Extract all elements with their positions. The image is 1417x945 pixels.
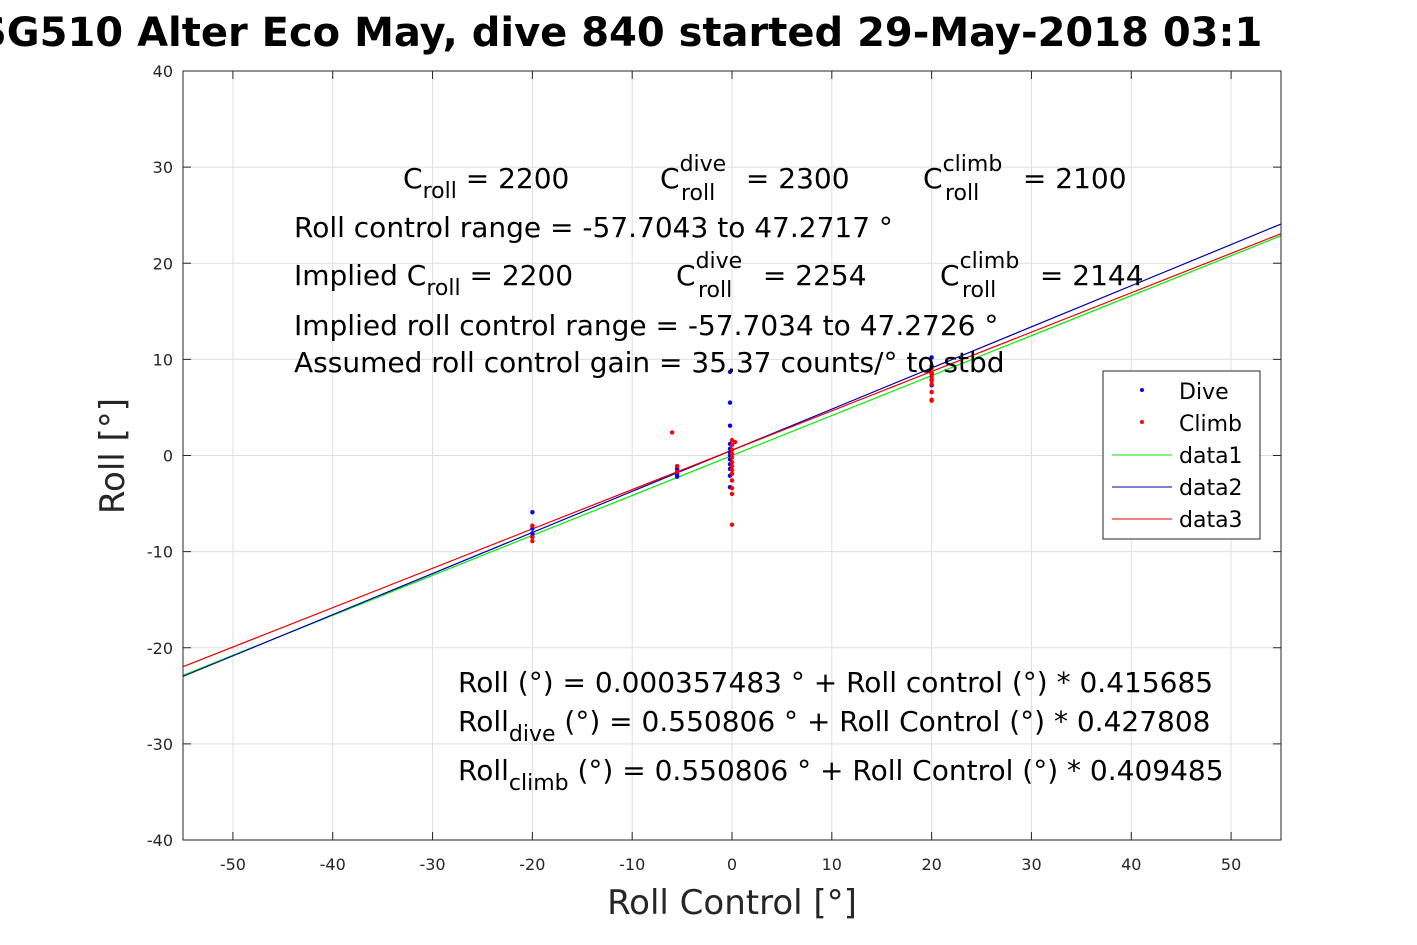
legend-label-dive: Dive xyxy=(1179,380,1229,405)
x-tick-label: 50 xyxy=(1221,855,1241,874)
legend-marker-climb xyxy=(1140,420,1144,424)
point-climb xyxy=(729,471,735,476)
legend-label-data1: data1 xyxy=(1179,444,1243,469)
point-climb xyxy=(929,389,934,395)
annotation-fit-dive: Rolldive (°) = 0.550806 ° + Roll Control… xyxy=(458,705,1210,747)
point-climb xyxy=(729,447,735,452)
legend-label-climb: Climb xyxy=(1179,412,1242,437)
annotation-implied-c-roll: Implied Croll = 2200 xyxy=(294,259,573,301)
y-tick-label: -20 xyxy=(147,639,173,658)
point-climb xyxy=(929,382,934,387)
annotation-assumed-gain: Assumed roll control gain = 35.37 counts… xyxy=(294,346,1005,379)
x-tick-label: 40 xyxy=(1121,855,1141,874)
x-axis-label: Roll Control [°] xyxy=(607,883,857,923)
data-points xyxy=(530,355,934,544)
point-dive xyxy=(929,355,934,360)
chart-title: SG510 Alter Eco May, dive 840 started 29… xyxy=(0,10,1262,56)
point-dive xyxy=(727,400,733,405)
point-climb xyxy=(929,370,934,376)
x-tick-label: -20 xyxy=(519,855,545,874)
y-tick-label: 20 xyxy=(153,254,173,273)
point-dive xyxy=(727,423,733,428)
x-tick-label: -30 xyxy=(419,855,445,874)
point-climb xyxy=(929,378,934,383)
point-climb xyxy=(929,398,934,403)
point-climb xyxy=(729,478,735,483)
y-axis-label: Roll [°] xyxy=(93,398,133,514)
y-tick-label: 40 xyxy=(153,62,173,81)
point-climb xyxy=(530,535,535,540)
point-climb xyxy=(674,463,680,469)
point-dive xyxy=(674,474,680,479)
point-climb xyxy=(669,430,675,435)
legend-marker-dive xyxy=(1140,388,1144,392)
point-climb xyxy=(530,538,535,544)
x-tick-label: -40 xyxy=(320,855,346,874)
x-tick-label: 30 xyxy=(1021,855,1041,874)
point-climb xyxy=(729,451,735,456)
annotation-c-roll-climb: Cclimb roll = 2100 xyxy=(923,152,1127,206)
point-climb xyxy=(732,439,738,445)
y-axis-ticks: 40 30 20 10 0 -10 -20 -30 -40 xyxy=(147,62,1281,850)
point-climb xyxy=(929,365,934,371)
legend-label-data2: data2 xyxy=(1179,476,1243,501)
point-climb xyxy=(674,469,680,475)
point-climb xyxy=(929,374,934,379)
point-climb xyxy=(729,455,735,460)
y-tick-label: -30 xyxy=(147,735,173,754)
x-tick-label: 0 xyxy=(727,855,737,874)
x-tick-label: 10 xyxy=(822,855,842,874)
legend: Dive Climb data1 data2 data3 xyxy=(1102,370,1261,540)
annotation-fit-climb: Rollclimb (°) = 0.550806 ° + Roll Contro… xyxy=(458,754,1224,796)
point-climb xyxy=(729,442,735,448)
point-climb xyxy=(729,491,735,497)
x-axis-ticks: -50 -40 -30 -20 -10 0 10 20 30 40 50 xyxy=(220,71,1241,874)
point-dive xyxy=(530,510,535,515)
annotation-c-roll: Croll = 2200 xyxy=(403,162,569,204)
annotation-fit-all: Roll (°) = 0.000357483 ° + Roll control … xyxy=(458,666,1213,699)
y-tick-label: -40 xyxy=(147,831,173,850)
point-climb xyxy=(530,523,535,528)
y-tick-label: -10 xyxy=(147,543,173,562)
y-tick-label: 10 xyxy=(153,350,173,369)
point-climb xyxy=(729,460,735,465)
y-tick-label: 30 xyxy=(153,158,173,177)
point-climb xyxy=(729,467,735,473)
point-dive xyxy=(727,369,733,375)
point-climb xyxy=(729,485,735,491)
point-climb xyxy=(729,463,735,469)
annotation-implied-range: Implied roll control range = -57.7034 to… xyxy=(294,309,998,342)
annotation-c-roll-dive: Cdive roll = 2300 xyxy=(660,152,850,206)
annotation-implied-c-roll-climb: Cclimb roll = 2144 xyxy=(940,249,1144,303)
legend-label-data3: data3 xyxy=(1179,508,1243,533)
y-tick-label: 0 xyxy=(163,447,173,466)
x-tick-label: 20 xyxy=(921,855,941,874)
x-tick-label: -50 xyxy=(220,855,246,874)
point-climb xyxy=(729,522,735,527)
x-tick-label: -10 xyxy=(619,855,645,874)
annotation-roll-control-range: Roll control range = -57.7043 to 47.2717… xyxy=(294,211,893,244)
annotation-implied-c-roll-dive: Cdive roll = 2254 xyxy=(676,249,867,303)
